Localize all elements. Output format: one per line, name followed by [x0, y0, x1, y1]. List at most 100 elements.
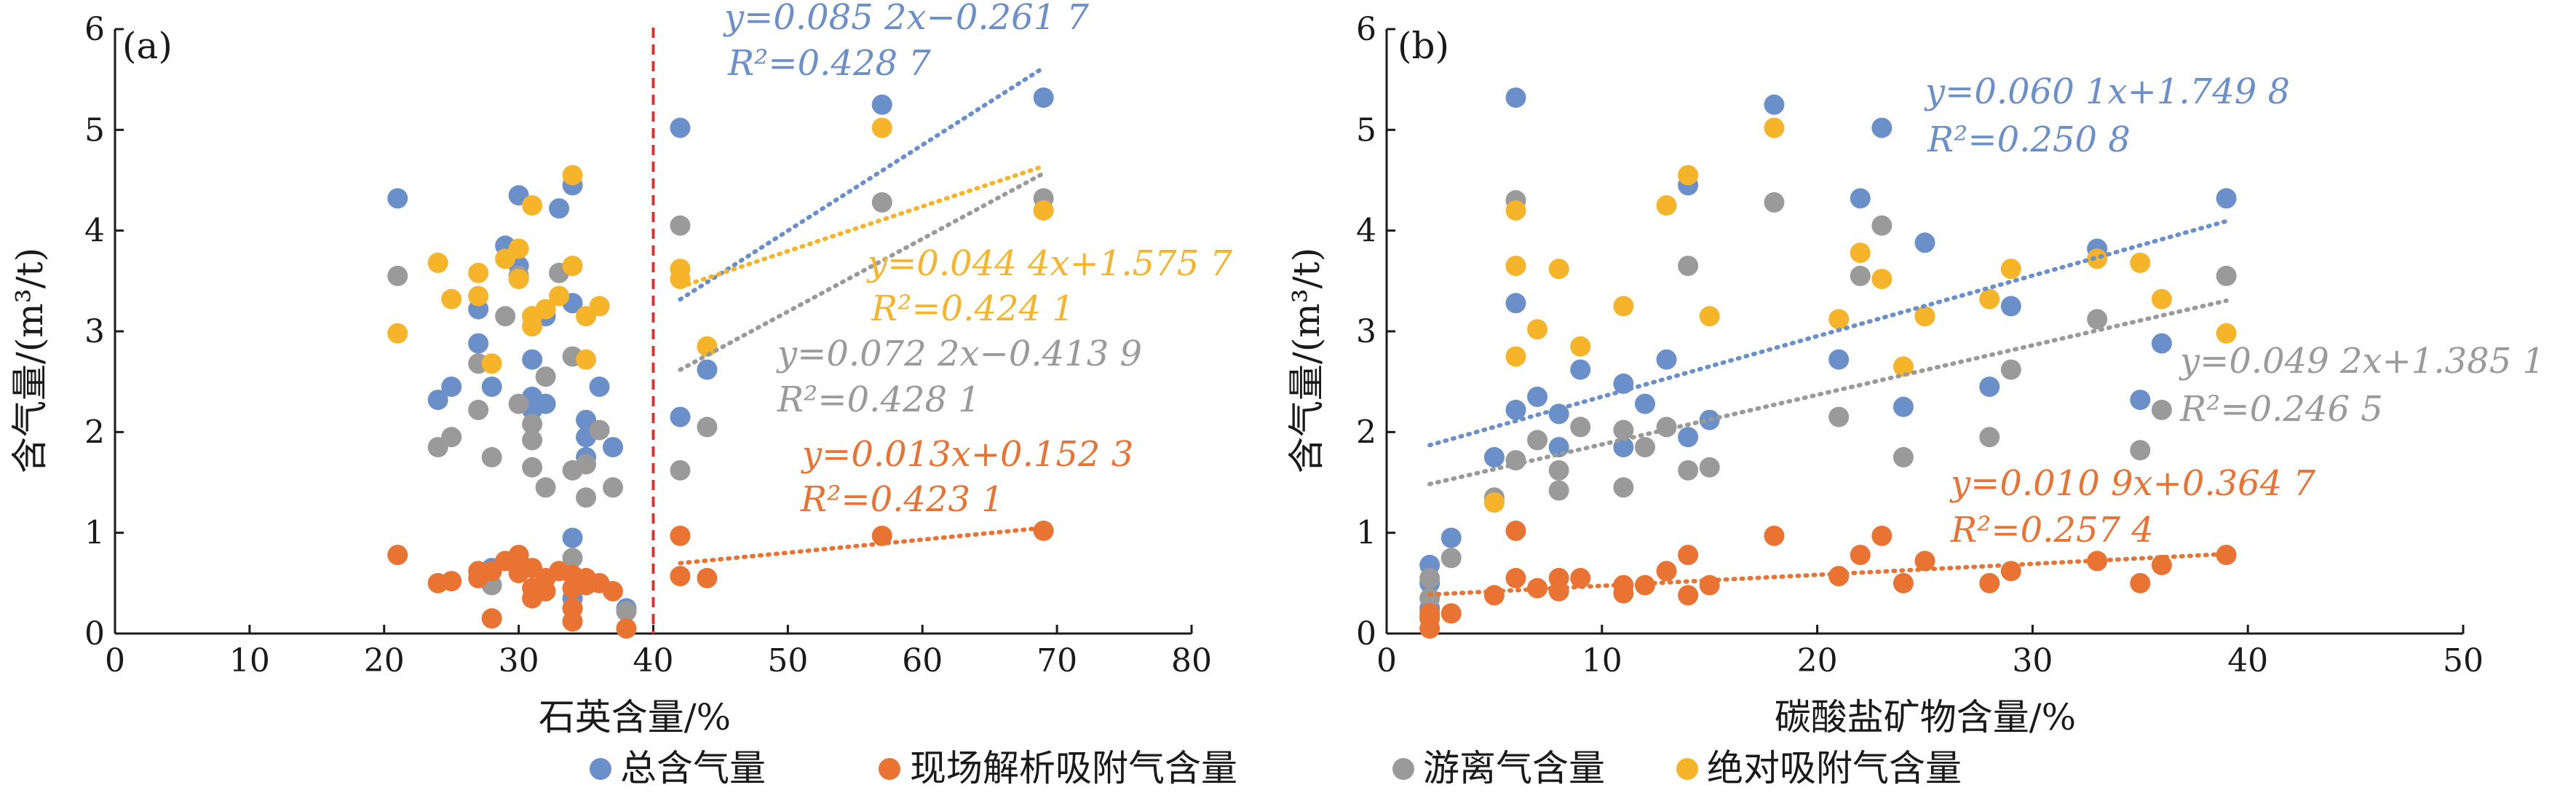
- chart-b-point-desorbed: [2216, 545, 2237, 566]
- chart-b-point-desorbed: [1548, 580, 1569, 601]
- chart-a-trendline-absolute: [678, 164, 1046, 290]
- chart-b-point-free: [1871, 215, 1893, 236]
- chart-b-point-free: [1527, 430, 1548, 451]
- chart-b-point-free: [2087, 309, 2108, 330]
- chart-b-point-total: [1914, 232, 1935, 253]
- chart-b-point-free: [1419, 567, 1440, 588]
- chart-a-point-desorbed: [562, 611, 583, 632]
- chart-b-point-absolute: [2000, 259, 2021, 280]
- chart-b-point-free: [1570, 417, 1591, 438]
- chart-a-point-desorbed: [616, 618, 637, 639]
- chart-b-point-desorbed: [1527, 577, 1548, 599]
- chart-a-point-desorbed: [535, 580, 556, 601]
- chart-b-y-tick-label: 4: [1356, 213, 1376, 250]
- chart-b-point-desorbed: [1871, 525, 1893, 546]
- chart-b-point-total: [1548, 403, 1569, 425]
- chart-b-point-absolute: [2130, 252, 2151, 273]
- legend-label-free: 游离气含量: [1423, 747, 1605, 789]
- chart-b-x-tick-label: 0: [1376, 642, 1397, 679]
- chart-b-ylabel: 含气量/(m³/t): [1285, 248, 1328, 473]
- legend: 总含气量 现场解析吸附气含量 游离气含量 绝对吸附气含量: [590, 747, 1962, 789]
- chart-b-point-free: [1548, 480, 1569, 501]
- chart-b-point-desorbed: [2130, 572, 2151, 593]
- chart-b-y-tick-label: 6: [1356, 11, 1376, 48]
- chart-b-point-total: [2000, 296, 2021, 317]
- chart-a-point-absolute: [1033, 200, 1054, 221]
- chart-b-panel-label: (b): [1398, 25, 1449, 67]
- chart-a-point-absolute: [468, 285, 489, 307]
- chart-b-point-free: [2130, 440, 2151, 461]
- chart-a-eq-absolute: y=0.044 4x+1.575 7: [866, 243, 1233, 284]
- chart-a-xlabel: 石英含量/%: [539, 696, 731, 738]
- chart-b-trendline-free: [1427, 298, 2229, 486]
- chart-b-points: [1419, 87, 2237, 639]
- chart-b-point-desorbed: [1505, 520, 1526, 541]
- chart-a-r2-free: R²=0.428 1: [777, 379, 980, 420]
- chart-b-point-desorbed: [1440, 603, 1462, 624]
- chart-b-point-total: [1656, 349, 1677, 370]
- chart-a-point-free: [670, 459, 691, 481]
- chart-b-point-absolute: [2087, 248, 2108, 269]
- chart-a-y-tick-label: 4: [84, 213, 105, 250]
- chart-b-y-tick-label: 5: [1356, 111, 1376, 149]
- chart-b-point-absolute: [1570, 336, 1591, 357]
- chart-a-point-absolute: [697, 336, 718, 357]
- chart-b-point-total: [1483, 446, 1505, 467]
- chart-a-point-free: [576, 454, 597, 475]
- chart-b-point-free: [1893, 446, 1914, 467]
- chart-a-eq-desorbed: y=0.013x+0.152 3: [801, 434, 1133, 475]
- chart-b-point-total: [1505, 293, 1526, 314]
- chart-b-x-tick-label: 10: [1582, 642, 1622, 679]
- chart-b-point-total: [1893, 396, 1914, 417]
- chart-b-point-free: [1828, 406, 1850, 427]
- chart-b-x-tick-label: 40: [2227, 642, 2268, 679]
- chart-b-point-desorbed: [1678, 545, 1699, 566]
- chart-a-r2-total: R²=0.428 7: [727, 43, 931, 84]
- chart-b-y-tick-label: 1: [1356, 515, 1376, 552]
- chart-b-point-total: [1570, 359, 1591, 380]
- chart-a-point-absolute: [468, 262, 489, 283]
- chart-a-point-free: [697, 417, 718, 438]
- chart-a-point-absolute: [508, 238, 529, 259]
- chart-b-point-total: [1440, 527, 1462, 548]
- chart-a-point-total: [589, 376, 610, 398]
- chart-a-point-total: [871, 94, 892, 115]
- chart-b-point-total: [1764, 94, 1785, 115]
- chart-a-point-free: [576, 487, 597, 508]
- chart-b-point-free: [2151, 399, 2172, 420]
- chart-b-point-desorbed: [2151, 554, 2172, 575]
- chart-a-point-absolute: [508, 269, 529, 290]
- chart-b-point-desorbed: [1893, 572, 1914, 593]
- chart-b-point-absolute: [1505, 346, 1526, 367]
- chart-a: 0 10 20 30 40 50 60 70 80 0 1 2 3 4 5 6 (a) y=0.085 2x−…: [9, 0, 1233, 738]
- chart-a-point-desorbed: [508, 545, 529, 566]
- chart-a-point-absolute: [562, 165, 583, 186]
- chart-b-point-absolute: [1893, 356, 1914, 377]
- chart-a-point-free: [441, 427, 462, 448]
- chart-a-point-desorbed: [697, 567, 718, 588]
- legend-label-absolute: 绝对吸附气含量: [1707, 747, 1962, 789]
- chart-b-point-absolute: [2216, 323, 2237, 344]
- chart-b-point-absolute: [1979, 288, 2000, 309]
- chart-b-point-free: [1850, 265, 1871, 286]
- chart-b-point-desorbed: [1764, 525, 1785, 546]
- chart-b-point-total: [2151, 333, 2172, 354]
- chart-a-x-tick-label: 20: [364, 642, 405, 679]
- chart-b-point-absolute: [1613, 296, 1634, 317]
- chart-a-y-tick-label: 3: [84, 313, 105, 350]
- chart-b-point-absolute: [1828, 309, 1850, 330]
- chart-b-r2-total: R²=0.250 8: [1927, 119, 2131, 160]
- chart-a-x-tick-label: 80: [1171, 642, 1212, 679]
- chart-a-point-free: [522, 457, 543, 478]
- chart-a-point-free: [535, 366, 556, 387]
- chart-a-trendlines: [678, 65, 1046, 566]
- chart-a-point-desorbed: [603, 580, 624, 601]
- chart-b-point-free: [1979, 427, 2000, 448]
- chart-b-point-absolute: [1483, 492, 1505, 513]
- chart-a-y-tick-label: 0: [84, 615, 105, 652]
- chart-a-point-absolute: [522, 195, 543, 216]
- legend-marker-absolute: [1676, 758, 1698, 780]
- chart-b-eq-total: y=0.060 1x+1.749 8: [1924, 71, 2290, 112]
- chart-a-point-desorbed: [481, 608, 502, 629]
